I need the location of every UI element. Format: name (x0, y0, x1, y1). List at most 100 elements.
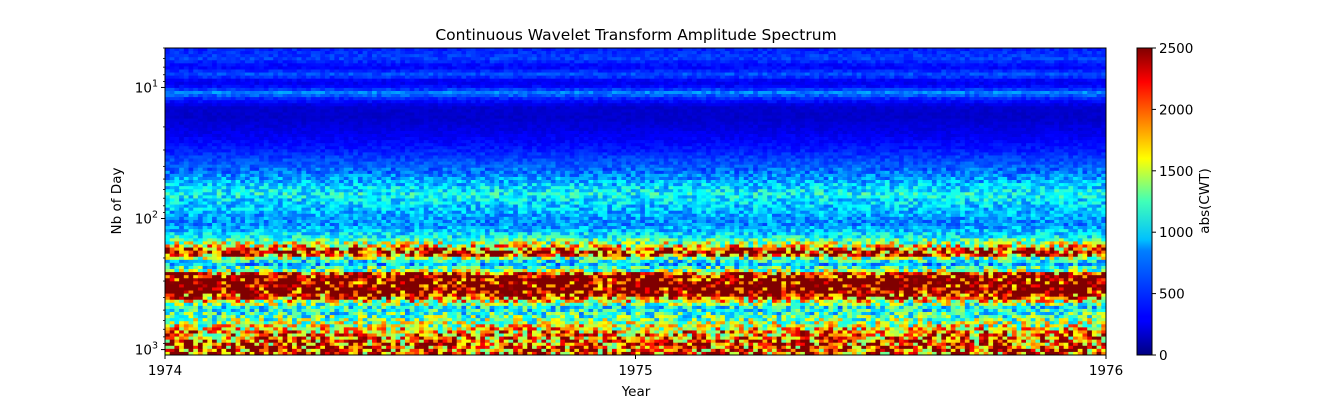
heatmap-cell (941, 63, 947, 67)
heatmap-cell (306, 54, 312, 58)
heatmap-cell (819, 51, 825, 55)
heatmap-cell (1054, 72, 1060, 77)
heatmap-cell (541, 103, 547, 107)
heatmap-cell (621, 75, 627, 80)
heatmap-cell (226, 97, 232, 101)
heatmap-cell (249, 115, 255, 120)
heatmap-cell (259, 90, 265, 95)
heatmap-cell (978, 115, 985, 120)
heatmap-cell (644, 100, 651, 104)
heatmap-cell (880, 90, 886, 95)
heatmap-cell (1026, 100, 1032, 104)
heatmap-cell (1096, 103, 1102, 107)
heatmap-cell (776, 78, 782, 83)
heatmap-cell (682, 109, 688, 113)
heatmap-cell (668, 103, 674, 107)
heatmap-cell (343, 115, 349, 120)
heatmap-cell (277, 112, 284, 116)
heatmap-cell (950, 106, 956, 110)
heatmap-cell (390, 100, 396, 104)
heatmap-cell (324, 106, 331, 110)
heatmap-cell (466, 54, 472, 58)
heatmap-cell (207, 103, 213, 107)
heatmap-cell (395, 84, 401, 89)
heatmap-cell (390, 109, 396, 113)
heatmap-cell (527, 106, 533, 110)
heatmap-cell (673, 100, 679, 104)
heatmap-cell (630, 112, 636, 116)
heatmap-cell (687, 100, 693, 104)
heatmap-cell (1002, 78, 1008, 83)
heatmap-cell (179, 90, 185, 95)
heatmap-cell (569, 106, 575, 110)
heatmap-cell (357, 60, 364, 64)
heatmap-cell (376, 84, 382, 89)
heatmap-cell (626, 118, 632, 123)
heatmap-cell (814, 90, 820, 95)
heatmap-cell (494, 57, 500, 61)
heatmap-cell (880, 51, 886, 55)
heatmap-cell (296, 118, 302, 123)
heatmap-cell (1002, 69, 1008, 73)
heatmap-cell (908, 69, 914, 73)
heatmap-cell (329, 84, 335, 89)
heatmap-cell (696, 72, 702, 77)
heatmap-cell (917, 112, 923, 116)
heatmap-cell (955, 121, 961, 126)
heatmap-cell (927, 109, 933, 113)
heatmap-cell (884, 115, 890, 120)
heatmap-cell (428, 106, 434, 110)
heatmap-cell (353, 90, 359, 95)
heatmap-cell (762, 63, 768, 67)
heatmap-cell (1049, 90, 1055, 95)
heatmap-cell (946, 75, 952, 80)
heatmap-cell (1091, 100, 1097, 104)
heatmap-cell (386, 57, 392, 61)
heatmap-cell (964, 106, 970, 110)
heatmap-cell (588, 78, 594, 83)
heatmap-cell (230, 63, 236, 67)
heatmap-cell (771, 60, 778, 64)
heatmap-cell (212, 54, 218, 58)
heatmap-cell (894, 66, 900, 70)
heatmap-cell (315, 87, 321, 92)
heatmap-cell (1016, 90, 1022, 95)
heatmap-cell (169, 60, 175, 64)
heatmap-cell (644, 87, 651, 92)
heatmap-cell (983, 66, 989, 70)
heatmap-cell (593, 90, 599, 95)
heatmap-cell (851, 109, 858, 113)
heatmap-cell (221, 109, 227, 113)
heatmap-cell (795, 48, 801, 52)
heatmap-cell (404, 90, 411, 95)
heatmap-cell (372, 118, 378, 123)
heatmap-cell (273, 100, 279, 104)
heatmap-cell (503, 118, 509, 123)
heatmap-cell (1026, 69, 1032, 73)
heatmap-cell (884, 57, 890, 61)
heatmap-cell (913, 69, 919, 73)
heatmap-cell (828, 72, 834, 77)
heatmap-cell (1016, 75, 1022, 80)
heatmap-cell (583, 54, 589, 58)
heatmap-cell (851, 75, 858, 80)
heatmap-cell (931, 63, 938, 67)
heatmap-cell (748, 106, 754, 110)
heatmap-cell (287, 106, 293, 110)
heatmap-cell (941, 78, 947, 83)
heatmap-cell (720, 54, 726, 58)
heatmap-cell (1035, 97, 1041, 101)
heatmap-cell (1044, 75, 1050, 80)
heatmap-cell (447, 78, 453, 83)
heatmap-cell (292, 75, 298, 80)
heatmap-cell (456, 100, 462, 104)
heatmap-cell (734, 100, 740, 104)
heatmap-cell (447, 84, 453, 89)
heatmap-cell (720, 103, 726, 107)
heatmap-cell (254, 109, 260, 113)
heatmap-cell (513, 60, 519, 64)
heatmap-cell (235, 115, 241, 120)
heatmap-cell (734, 115, 740, 120)
heatmap-cell (941, 115, 947, 120)
heatmap-cell (480, 75, 486, 80)
